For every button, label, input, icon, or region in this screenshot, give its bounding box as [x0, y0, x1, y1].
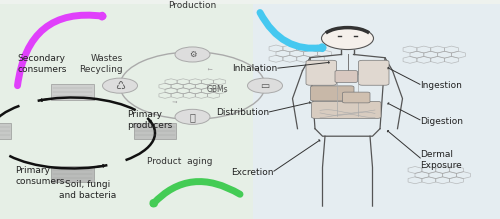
- FancyBboxPatch shape: [358, 60, 389, 85]
- FancyBboxPatch shape: [51, 84, 94, 100]
- FancyBboxPatch shape: [0, 4, 252, 219]
- Circle shape: [175, 109, 210, 124]
- FancyBboxPatch shape: [51, 166, 94, 182]
- Text: GBMs: GBMs: [206, 85, 229, 94]
- Text: Production: Production: [168, 1, 216, 10]
- Text: ♺: ♺: [115, 81, 125, 91]
- FancyBboxPatch shape: [134, 123, 176, 139]
- Text: ⧗: ⧗: [190, 112, 196, 122]
- FancyBboxPatch shape: [306, 60, 336, 85]
- FancyBboxPatch shape: [252, 4, 500, 219]
- Text: Secondary
consumers: Secondary consumers: [18, 55, 67, 74]
- Text: Primary
consumers: Primary consumers: [15, 166, 64, 186]
- Circle shape: [102, 78, 138, 93]
- FancyBboxPatch shape: [310, 86, 354, 101]
- FancyBboxPatch shape: [312, 101, 381, 118]
- Text: Excretion: Excretion: [232, 168, 274, 177]
- FancyBboxPatch shape: [335, 71, 357, 82]
- Text: Digestion: Digestion: [420, 117, 463, 126]
- Text: Primary
producers: Primary producers: [128, 110, 173, 130]
- Text: Wastes
Recycling: Wastes Recycling: [79, 55, 122, 74]
- Text: ⚙: ⚙: [189, 50, 196, 59]
- Text: Inhalation: Inhalation: [232, 64, 278, 73]
- Text: Distribution: Distribution: [216, 108, 269, 117]
- Circle shape: [248, 78, 282, 93]
- Text: Dermal
Exposure: Dermal Exposure: [420, 150, 462, 170]
- FancyBboxPatch shape: [342, 92, 370, 103]
- Circle shape: [322, 27, 374, 49]
- Text: Product  aging: Product aging: [147, 157, 213, 166]
- Text: ▭: ▭: [260, 81, 270, 91]
- FancyBboxPatch shape: [0, 123, 11, 139]
- Text: Ingestion: Ingestion: [420, 81, 462, 90]
- Circle shape: [175, 47, 210, 62]
- Text: Soil, fungi
and bacteria: Soil, fungi and bacteria: [59, 180, 116, 200]
